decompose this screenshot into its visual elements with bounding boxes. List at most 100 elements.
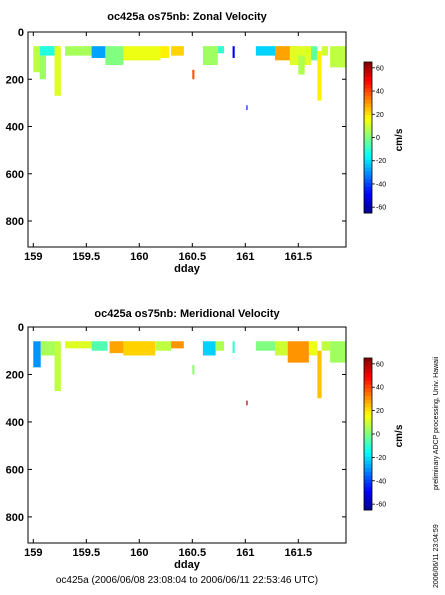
colorbar-segment bbox=[364, 92, 372, 97]
colorbar-tick-label: -20 bbox=[376, 455, 386, 462]
colorbar-segment bbox=[364, 107, 372, 112]
colorbar-tick-label: 0 bbox=[376, 135, 380, 142]
colorbar-unit-label: cm/s bbox=[394, 424, 405, 447]
velocity-cell bbox=[54, 341, 61, 392]
colorbar-segment bbox=[364, 62, 372, 67]
y-tick-label: 200 bbox=[6, 369, 24, 381]
velocity-cell bbox=[171, 341, 184, 349]
colorbar-segment bbox=[364, 365, 372, 370]
velocity-cell bbox=[255, 46, 275, 56]
velocity-cell bbox=[232, 46, 235, 58]
colorbar-segment bbox=[364, 129, 372, 135]
velocity-cell bbox=[39, 55, 47, 80]
colorbar-tick-label: 40 bbox=[376, 385, 384, 392]
velocity-cell bbox=[202, 46, 218, 66]
colorbar-tick-label: 20 bbox=[376, 408, 384, 415]
zonal-velocity-panel: oc425a os75nb: Zonal Velocity 159 159.5 16… bbox=[6, 11, 405, 275]
colorbar-segment bbox=[364, 487, 372, 492]
colorbar-segment bbox=[364, 449, 372, 454]
colorbar-segment bbox=[364, 441, 372, 446]
velocity-cell bbox=[192, 364, 195, 375]
x-tick-label: 160 bbox=[130, 251, 148, 263]
colorbar-segment bbox=[364, 472, 372, 477]
colorbar-segment bbox=[364, 175, 372, 180]
colorbar-segment bbox=[364, 506, 372, 511]
plot-frame bbox=[27, 326, 347, 544]
zonal-plot-area: 159 159.5 160 160.5 161 161.5 0 200 400 600 800 bbox=[6, 27, 347, 263]
colorbar-segment bbox=[364, 384, 372, 389]
colorbar-segment bbox=[364, 418, 372, 423]
velocity-cell bbox=[91, 46, 106, 58]
velocity-cell bbox=[217, 46, 225, 54]
zonal-chart-title: oc425a os75nb: Zonal Velocity bbox=[107, 11, 267, 23]
velocity-cell bbox=[317, 350, 322, 399]
velocity-cell bbox=[202, 341, 216, 356]
colorbar-tick-label: 0 bbox=[376, 432, 380, 439]
colorbar-segment bbox=[364, 502, 372, 507]
y-tick-label: 800 bbox=[6, 512, 24, 524]
colorbar-segment bbox=[364, 377, 372, 382]
velocity-cell bbox=[330, 46, 346, 68]
colorbar-segment bbox=[364, 103, 372, 108]
colorbar-segment bbox=[364, 498, 372, 503]
colorbar-segment bbox=[364, 160, 372, 165]
colorbar-segment bbox=[364, 156, 372, 161]
y-tick-label: 400 bbox=[6, 417, 24, 429]
colorbar-segment bbox=[364, 494, 372, 499]
colorbar-segment bbox=[364, 190, 372, 195]
velocity-cell bbox=[91, 341, 108, 351]
velocity-cell bbox=[246, 105, 248, 110]
colorbar-segment bbox=[364, 396, 372, 401]
colorbar-segment bbox=[364, 426, 372, 431]
colorbar-segment bbox=[364, 380, 372, 385]
velocity-cell bbox=[65, 341, 92, 349]
colorbar-segment bbox=[364, 194, 372, 199]
meridional-plot-area: 159 159.5 160 160.5 161 161.5 0 200 400 600 800 bbox=[6, 322, 347, 559]
colorbar-segment bbox=[364, 373, 372, 378]
colorbar-segment bbox=[364, 73, 372, 78]
colorbar-segment bbox=[364, 182, 372, 187]
velocity-cell bbox=[39, 46, 55, 56]
velocity-cell bbox=[308, 341, 318, 356]
meridional-chart-title: oc425a os75nb: Meridional Velocity bbox=[94, 308, 280, 320]
colorbar-segment bbox=[364, 201, 372, 206]
velocity-cell bbox=[33, 46, 40, 73]
colorbar-tick-label: 60 bbox=[376, 65, 384, 72]
colorbar-segment bbox=[364, 99, 372, 104]
colorbar-tick-label: -60 bbox=[376, 502, 386, 509]
colorbar-segment bbox=[364, 186, 372, 191]
processing-timestamp: 2006/06/11 23:04:59 bbox=[433, 524, 440, 588]
colorbar-segment bbox=[364, 491, 372, 496]
colorbar-segment bbox=[364, 468, 372, 473]
velocity-cell bbox=[321, 341, 331, 351]
colorbar-segment bbox=[364, 437, 372, 442]
colorbar-tick-label: -40 bbox=[376, 181, 386, 188]
colorbar-segment bbox=[364, 88, 372, 93]
velocity-cell bbox=[192, 69, 195, 80]
y-tick-label: 600 bbox=[6, 464, 24, 476]
colorbar-segment bbox=[364, 415, 372, 420]
colorbar-segment bbox=[364, 407, 372, 412]
colorbar-segment bbox=[364, 141, 372, 146]
colorbar-segment bbox=[364, 422, 372, 427]
colorbar-segment bbox=[364, 114, 372, 120]
meridional-velocity-panel: oc425a os75nb: Meridional Velocity 159 15… bbox=[6, 308, 405, 571]
velocity-cell bbox=[246, 400, 248, 406]
velocity-cell bbox=[40, 341, 55, 356]
colorbar-segment bbox=[364, 205, 372, 210]
velocity-cell bbox=[155, 341, 172, 351]
y-tick-label: 600 bbox=[6, 169, 24, 181]
velocity-cell bbox=[109, 341, 124, 354]
colorbar-segment bbox=[364, 388, 372, 393]
colorbar-unit-label: cm/s bbox=[394, 128, 405, 151]
velocity-cell bbox=[317, 50, 322, 101]
x-tick-label: 160.5 bbox=[179, 251, 207, 263]
colorbar-segment bbox=[364, 483, 372, 488]
y-tick-label: 400 bbox=[6, 122, 24, 134]
y-tick-label: 800 bbox=[6, 216, 24, 228]
colorbar-segment bbox=[364, 456, 372, 461]
meridional-colorbar: 60 40 20 0 -20 -40 -60 cm/s bbox=[363, 357, 405, 511]
colorbar-segment bbox=[364, 434, 372, 439]
x-tick-label: 159.5 bbox=[73, 547, 101, 559]
velocity-cell bbox=[255, 341, 275, 351]
